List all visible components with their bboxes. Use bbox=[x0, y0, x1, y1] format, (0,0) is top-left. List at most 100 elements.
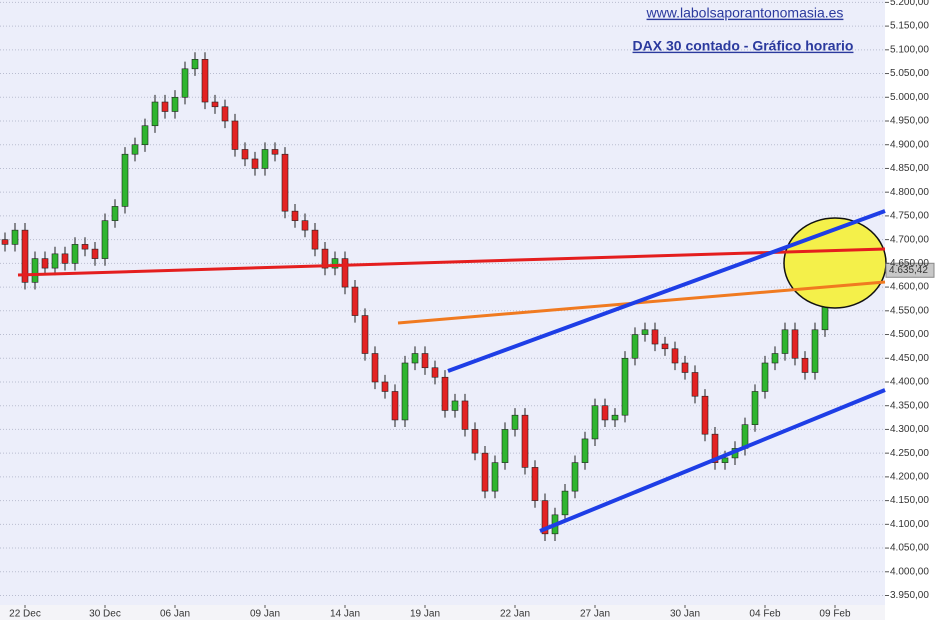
y-tick-label: 4.050,00 bbox=[890, 543, 929, 554]
y-tick-label: 4.750,00 bbox=[890, 211, 929, 222]
y-tick-label: 4.200,00 bbox=[890, 472, 929, 483]
candle-body bbox=[41, 258, 49, 269]
candle-body bbox=[351, 286, 359, 316]
y-tick-label: 4.450,00 bbox=[890, 353, 929, 364]
y-tick-label: 4.950,00 bbox=[890, 116, 929, 127]
y-tick-label: 4.600,00 bbox=[890, 282, 929, 293]
y-tick-label: 4.900,00 bbox=[890, 139, 929, 150]
x-tick-label: 27 Jan bbox=[580, 609, 610, 620]
candle-body bbox=[401, 362, 409, 421]
candle-body bbox=[651, 329, 659, 345]
candle-body bbox=[21, 229, 29, 283]
y-tick-label: 4.800,00 bbox=[890, 187, 929, 198]
trend-line bbox=[397, 280, 886, 325]
y-tick-label: 5.150,00 bbox=[890, 21, 929, 32]
candle-body bbox=[691, 372, 699, 397]
candle-body bbox=[451, 400, 459, 411]
candle-body bbox=[721, 457, 729, 463]
x-tick-label: 04 Feb bbox=[749, 609, 781, 620]
candle-body bbox=[281, 153, 289, 212]
candle-body bbox=[221, 106, 229, 122]
candle-body bbox=[411, 353, 419, 364]
y-tick-label: 4.850,00 bbox=[890, 163, 929, 174]
y-tick-label: 5.200,00 bbox=[890, 0, 929, 8]
candle-body bbox=[311, 229, 319, 250]
candle-body bbox=[771, 353, 779, 364]
channel-upper bbox=[447, 209, 886, 373]
candle-body bbox=[491, 462, 499, 492]
candle-body bbox=[521, 414, 529, 468]
candle-body bbox=[621, 357, 629, 416]
candle-body bbox=[121, 153, 129, 207]
y-tick-label: 3.950,00 bbox=[890, 590, 929, 601]
y-tick-label: 4.500,00 bbox=[890, 329, 929, 340]
candle-body bbox=[231, 120, 239, 150]
candle-body bbox=[151, 101, 159, 127]
candle-body bbox=[711, 433, 719, 463]
x-tick-label: 09 Jan bbox=[250, 609, 280, 620]
site-url: www.labolsaporantonomasia.es bbox=[646, 5, 844, 21]
candle-body bbox=[511, 414, 519, 430]
y-tick-label: 4.000,00 bbox=[890, 566, 929, 577]
x-axis-area bbox=[0, 605, 885, 620]
candle-body bbox=[751, 391, 759, 425]
x-tick-label: 06 Jan bbox=[160, 609, 190, 620]
candle-body bbox=[811, 329, 819, 373]
candle-body bbox=[61, 253, 69, 264]
candle-body bbox=[641, 329, 649, 335]
candle-body bbox=[421, 353, 429, 369]
candle-body bbox=[361, 315, 369, 354]
candle-body bbox=[561, 490, 569, 516]
candle-body bbox=[391, 391, 399, 421]
y-tick-label: 5.100,00 bbox=[890, 44, 929, 55]
candle-body bbox=[331, 258, 339, 269]
candle-body bbox=[341, 258, 349, 288]
candle-body bbox=[461, 400, 469, 430]
candle-body bbox=[371, 353, 379, 383]
y-tick-label: 4.400,00 bbox=[890, 377, 929, 388]
candle-body bbox=[181, 68, 189, 98]
candle-body bbox=[671, 348, 679, 364]
x-tick-label: 22 Jan bbox=[500, 609, 530, 620]
candle-body bbox=[71, 244, 79, 264]
candle-body bbox=[531, 467, 539, 501]
candle-body bbox=[131, 144, 139, 155]
candle-body bbox=[91, 248, 99, 259]
x-tick-label: 14 Jan bbox=[330, 609, 360, 620]
x-tick-label: 30 Jan bbox=[670, 609, 700, 620]
candle-body bbox=[431, 367, 439, 378]
highlight-circle bbox=[783, 217, 887, 309]
x-tick-label: 22 Dec bbox=[9, 609, 41, 620]
candle-body bbox=[381, 381, 389, 392]
plot-area bbox=[0, 0, 885, 605]
candle-body bbox=[591, 405, 599, 440]
candle-body bbox=[581, 438, 589, 463]
candle-body bbox=[441, 376, 449, 411]
y-tick-label: 4.650,00 bbox=[890, 258, 929, 269]
candle-body bbox=[501, 429, 509, 463]
candle-body bbox=[141, 125, 149, 146]
y-tick-label: 4.550,00 bbox=[890, 305, 929, 316]
y-tick-label: 4.350,00 bbox=[890, 400, 929, 411]
candle-body bbox=[681, 362, 689, 373]
candle-body bbox=[761, 362, 769, 392]
x-tick-label: 30 Dec bbox=[89, 609, 121, 620]
candle-body bbox=[481, 452, 489, 492]
candle-body bbox=[101, 220, 109, 259]
channel-lower bbox=[539, 388, 886, 533]
candle-body bbox=[781, 329, 789, 354]
candle-body bbox=[701, 395, 709, 435]
candle-body bbox=[211, 101, 219, 108]
candle-body bbox=[161, 101, 169, 112]
y-axis-area bbox=[885, 0, 936, 620]
candle-body bbox=[81, 244, 89, 250]
resistance-line bbox=[17, 247, 886, 277]
x-tick-label: 09 Feb bbox=[819, 609, 851, 620]
price-marker-label: 4.635,42 bbox=[889, 265, 928, 276]
chart-title: DAX 30 contado - Gráfico horario bbox=[633, 38, 854, 54]
y-tick-label: 4.100,00 bbox=[890, 519, 929, 530]
x-tick-label: 19 Jan bbox=[410, 609, 440, 620]
candle-body bbox=[241, 149, 249, 160]
candle-body bbox=[51, 253, 59, 269]
